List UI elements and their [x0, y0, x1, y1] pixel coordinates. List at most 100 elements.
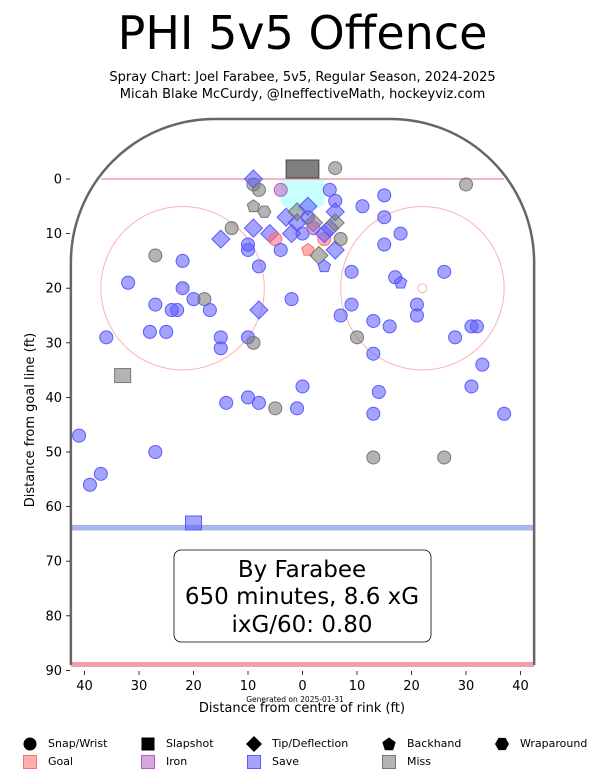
shot-point	[393, 226, 408, 241]
shot-point	[241, 237, 255, 252]
shot-point	[142, 324, 157, 339]
shot-point	[213, 341, 228, 356]
shot-point	[290, 401, 305, 416]
shot-point	[241, 390, 255, 405]
shot-point	[437, 450, 452, 465]
shot-point	[366, 450, 381, 465]
shot-point	[344, 264, 359, 279]
shot-point	[284, 292, 299, 307]
generated-date: Generated on 2025-01-31	[246, 695, 344, 704]
x-tick-label: 20	[403, 679, 420, 694]
shot-point	[366, 346, 381, 361]
x-tick-label: 30	[131, 679, 148, 694]
shot-point	[268, 232, 283, 247]
legend-label: Snap/Wrist	[48, 737, 108, 750]
info-box-ixg60: ixG/60: 0.80	[231, 612, 372, 638]
shot-point	[114, 368, 132, 384]
shot-point	[251, 259, 266, 274]
legend-item-diamond: Tip/Deflection	[246, 736, 348, 752]
y-tick-label: 40	[45, 391, 62, 406]
shot-point	[82, 477, 97, 492]
chart-subtitle: Spray Chart: Joel Farabee, 5v5, Regular …	[109, 70, 496, 85]
legend-label: Backhand	[407, 737, 462, 750]
legend-item-hexagon: Wraparound	[495, 737, 587, 751]
legend-label: Iron	[166, 755, 188, 768]
y-tick-label: 60	[45, 500, 62, 515]
hexagon-icon	[495, 737, 509, 751]
axes: 40 30 20 10 0 10 20 30 40 0 10 20 30 40 50 60 70 80 90 Dist…	[23, 173, 529, 717]
shot-point	[257, 205, 272, 218]
y-tick-label: 30	[45, 336, 62, 351]
shot-point	[224, 221, 239, 236]
shot-point	[175, 281, 190, 296]
y-tick-label: 10	[45, 227, 62, 242]
shot-point	[377, 188, 392, 203]
centre-line	[70, 661, 535, 667]
shot-point	[306, 221, 321, 236]
shot-point	[393, 275, 408, 289]
legend-item-goal: Goal	[23, 755, 73, 769]
y-tick-label: 50	[45, 446, 62, 461]
shot-point	[148, 248, 163, 263]
y-tick-label: 90	[45, 664, 62, 679]
goal-net	[285, 159, 320, 179]
shot-point	[159, 324, 174, 339]
faceoff-dot	[417, 283, 428, 294]
legend-item-square: Slapshot	[141, 737, 214, 751]
shot-point	[251, 182, 266, 197]
pentagon-icon	[382, 737, 396, 751]
blue-line	[70, 524, 535, 531]
y-tick-label: 70	[45, 555, 62, 570]
shot-point	[251, 395, 266, 410]
shot-point	[497, 406, 512, 421]
rink	[69, 117, 536, 667]
info-box: By Farabee 650 minutes, 8.6 xG ixG/60: 0…	[173, 549, 432, 643]
page-title: PHI 5v5 Offence	[117, 6, 488, 60]
shot-point	[301, 242, 315, 256]
legend-label: Miss	[407, 755, 432, 768]
shot-point	[464, 379, 479, 394]
y-axis-label: Distance from goal line (ft)	[23, 333, 38, 507]
chart-credit: Micah Blake McCurdy, @IneffectiveMath, h…	[119, 87, 486, 102]
shot-point	[333, 308, 348, 323]
shot-point	[295, 379, 310, 394]
shot-point	[211, 229, 231, 249]
square-swatch-icon	[382, 755, 396, 769]
square-swatch-icon	[23, 755, 37, 769]
square-swatch-icon	[247, 755, 261, 769]
legend-item-circle: Snap/Wrist	[23, 737, 108, 751]
shot-point	[249, 300, 269, 320]
shot-point	[219, 395, 234, 410]
shot-point	[246, 199, 261, 213]
shot-point	[469, 319, 484, 334]
shot-point	[170, 303, 185, 318]
shot-point	[148, 297, 163, 312]
shot-point	[72, 428, 87, 443]
x-tick-label: 10	[349, 679, 366, 694]
legend: Snap/Wrist Slapshot Tip/Deflection Backhand…	[0, 734, 605, 779]
shot-point	[366, 406, 381, 421]
shot-point	[377, 210, 392, 225]
shot-point	[448, 330, 463, 345]
shot-point	[344, 297, 359, 312]
square-swatch-icon	[141, 755, 155, 769]
shot-point	[175, 253, 190, 268]
x-tick-label: 0	[298, 679, 306, 694]
legend-item-pentagon: Backhand	[382, 737, 462, 751]
shot-point	[148, 445, 163, 459]
diamond-icon	[246, 736, 262, 752]
shot-point	[382, 319, 397, 334]
shot-point	[99, 330, 114, 345]
shot-point	[93, 466, 108, 481]
circle-icon	[23, 737, 37, 751]
x-axis-label: Distance from centre of rink (ft)	[199, 701, 405, 716]
legend-item-save: Save	[247, 755, 299, 769]
shot-point	[273, 182, 288, 197]
shot-point	[328, 161, 343, 176]
x-tick-label: 40	[76, 679, 93, 694]
legend-label: Slapshot	[166, 737, 214, 750]
y-tick-label: 0	[54, 173, 62, 188]
shot-point	[325, 212, 345, 233]
y-tick-label: 20	[45, 282, 62, 297]
